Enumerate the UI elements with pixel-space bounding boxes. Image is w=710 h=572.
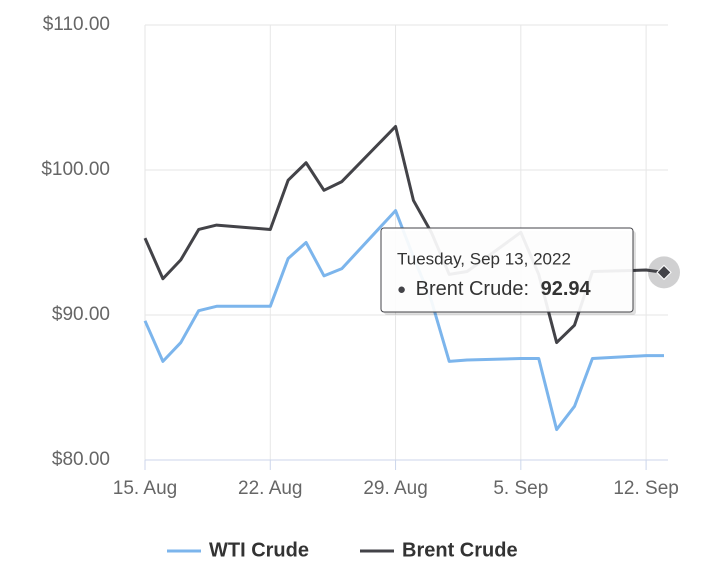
tooltip: Tuesday, Sep 13, 2022 ● Brent Crude: 92.… (380, 227, 636, 315)
tooltip-value: 92.94 (541, 278, 592, 300)
tooltip-line: ● Brent Crude: 92.94 (397, 278, 592, 300)
x-tick-label: 22. Aug (238, 478, 302, 499)
y-tick-label: $100.00 (41, 159, 110, 180)
x-tick-label: 12. Sep (613, 478, 679, 499)
legend-label: Brent Crude (402, 539, 518, 561)
tooltip-box (380, 227, 634, 313)
tooltip-bullet: ● (397, 281, 406, 298)
hover-marker (656, 264, 672, 281)
x-tick-label: 15. Aug (113, 478, 177, 499)
legend: WTI Crude Brent Crude (167, 539, 518, 561)
x-tick-label: 5. Sep (493, 478, 548, 499)
y-tick-label: $110.00 (43, 14, 110, 35)
series-line (143, 125, 665, 345)
legend-label: WTI Crude (209, 539, 309, 561)
y-tick-label: $90.00 (52, 304, 110, 325)
y-tick-label: $80.00 (52, 449, 110, 470)
tooltip-header: Tuesday, Sep 13, 2022 (397, 249, 571, 268)
x-tick-label: 29. Aug (363, 478, 427, 499)
tooltip-label: Brent Crude: (416, 278, 529, 300)
